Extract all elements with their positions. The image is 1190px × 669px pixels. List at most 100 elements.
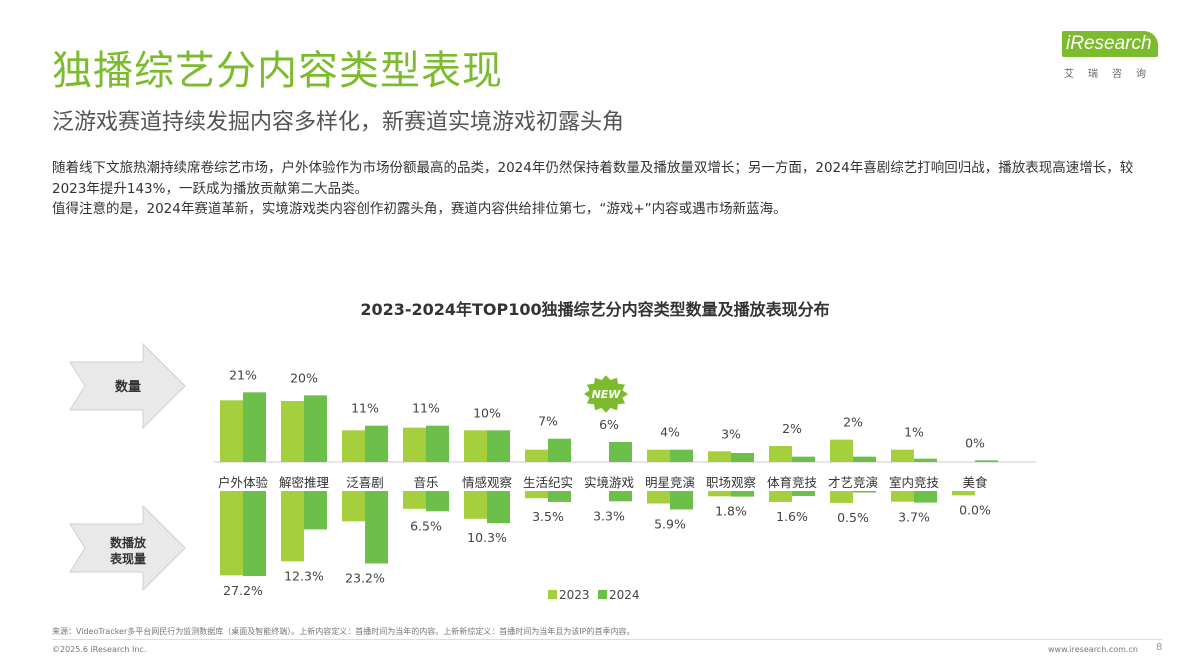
bar-play-2024-1 xyxy=(304,491,327,530)
bar-count-2023-9 xyxy=(769,446,792,462)
bar-play-2023-9 xyxy=(769,491,792,502)
body-text: 随着线下文旅热潮持续席卷综艺市场，户外体验作为市场份额最高的品类，2024年仍然… xyxy=(52,158,1152,220)
row-label-play-line2: 表现量 xyxy=(109,551,146,566)
page-number: 8 xyxy=(1156,642,1163,653)
bar-play-2023-7 xyxy=(647,491,670,504)
bar-count-2023-4 xyxy=(464,430,487,462)
count-label-5: 7% xyxy=(538,414,558,429)
bar-count-2024-9 xyxy=(792,456,815,462)
bar-count-2024-0 xyxy=(243,392,266,462)
count-label-8: 3% xyxy=(721,426,741,441)
category-label-10: 才艺竞演 xyxy=(828,475,878,490)
bar-play-2023-10 xyxy=(830,491,853,503)
bar-count-2023-8 xyxy=(708,451,731,462)
category-label-5: 生活纪实 xyxy=(523,475,573,490)
play-label-11: 3.7% xyxy=(898,510,930,525)
count-label-4: 10% xyxy=(473,405,501,420)
play-label-5: 3.5% xyxy=(532,509,564,524)
play-label-3: 6.5% xyxy=(410,518,442,533)
iresearch-logo: iResearch 艾瑞咨询 xyxy=(1062,31,1162,80)
count-label-2: 11% xyxy=(351,401,379,416)
legend-swatch-2023 xyxy=(548,590,557,599)
logo-brand: iResearch xyxy=(1066,33,1152,54)
bar-count-2024-11 xyxy=(914,458,937,462)
bar-play-2024-10 xyxy=(853,491,876,493)
bar-play-2023-8 xyxy=(708,491,731,497)
source-footnote: 来源：VideoTracker多平台网民行为监测数据库（桌面及智能终端）。上新内… xyxy=(52,627,635,636)
body-paragraph-1: 随着线下文旅热潮持续席卷综艺市场，户外体验作为市场份额最高的品类，2024年仍然… xyxy=(52,160,1134,197)
count-label-1: 20% xyxy=(290,370,318,385)
bar-count-2024-2 xyxy=(365,425,388,462)
legend-label-2023: 2023 xyxy=(559,588,590,602)
count-label-3: 11% xyxy=(412,401,440,416)
row-label-play-line1: 数播放 xyxy=(110,535,147,550)
footer-divider xyxy=(52,639,1162,640)
bar-play-2024-9 xyxy=(792,491,815,496)
bar-count-2023-1 xyxy=(281,401,304,462)
new-badge-icon xyxy=(584,375,628,413)
play-label-12: 0.0% xyxy=(959,502,991,517)
bar-play-2023-5 xyxy=(525,491,548,499)
bar-play-2023-0 xyxy=(220,491,243,576)
bar-count-2023-10 xyxy=(830,439,853,462)
legend-swatch-2024 xyxy=(598,590,607,599)
play-label-7: 5.9% xyxy=(654,516,686,531)
legend-label-2024: 2024 xyxy=(609,588,640,602)
count-label-11: 1% xyxy=(904,425,924,440)
bar-play-2024-4 xyxy=(487,491,510,524)
play-label-4: 10.3% xyxy=(467,530,507,545)
category-label-1: 解密推理 xyxy=(279,475,330,490)
bar-count-2024-1 xyxy=(304,395,327,462)
bar-play-2023-11 xyxy=(891,491,914,502)
play-label-9: 1.6% xyxy=(776,509,808,524)
site-url: www.iresearch.com.cn xyxy=(1048,645,1138,654)
play-label-8: 1.8% xyxy=(715,504,747,519)
bar-count-2024-3 xyxy=(426,425,449,462)
bar-count-2023-5 xyxy=(525,449,548,462)
bar-play-2024-7 xyxy=(670,491,693,510)
count-label-6: 6% xyxy=(599,417,619,432)
bar-play-2024-6 xyxy=(609,491,632,502)
bar-count-2023-7 xyxy=(647,449,670,462)
play-label-1: 12.3% xyxy=(284,568,324,583)
bar-play-2023-1 xyxy=(281,491,304,562)
count-label-9: 2% xyxy=(782,421,802,436)
category-label-4: 情感观察 xyxy=(462,475,513,490)
category-label-11: 室内竞技 xyxy=(889,475,940,490)
logo-tagline: 艾瑞咨询 xyxy=(1064,69,1160,80)
bar-count-2024-5 xyxy=(548,438,571,462)
bar-play-2024-11 xyxy=(914,491,937,503)
play-label-2: 23.2% xyxy=(345,571,385,586)
count-label-0: 21% xyxy=(229,367,257,382)
play-label-10: 0.5% xyxy=(837,510,869,525)
bar-play-2023-3 xyxy=(403,491,426,509)
bar-play-2024-8 xyxy=(731,491,754,497)
count-label-7: 4% xyxy=(660,425,680,440)
row-arrow-count xyxy=(69,342,186,430)
bar-play-2024-2 xyxy=(365,491,388,564)
copyright: ©2025.6 iResearch Inc. xyxy=(52,645,147,654)
bar-count-2024-8 xyxy=(731,453,754,462)
body-paragraph-2: 值得注意的是，2024年赛道革新，实境游戏类内容创作初露头角，赛道内容供给排位第… xyxy=(52,201,787,217)
page-title: 独播综艺分内容类型表现 xyxy=(52,48,503,94)
bar-count-2024-7 xyxy=(670,449,693,462)
count-label-12: 0% xyxy=(965,435,985,450)
bar-play-2024-0 xyxy=(243,491,266,576)
new-badge-label: NEW xyxy=(592,388,622,401)
bar-count-2024-6 xyxy=(609,442,632,462)
count-label-10: 2% xyxy=(843,415,863,430)
bar-play-2023-12 xyxy=(952,491,975,496)
bar-play-2024-3 xyxy=(426,491,449,512)
bar-play-2023-4 xyxy=(464,491,487,519)
category-label-6: 实境游戏 xyxy=(584,475,634,490)
category-label-8: 职场观察 xyxy=(706,475,757,490)
page-subtitle: 泛游戏赛道持续发掘内容多样化，新赛道实境游戏初露头角 xyxy=(52,110,625,135)
category-label-2: 泛喜剧 xyxy=(346,475,384,490)
play-label-0: 27.2% xyxy=(223,583,263,598)
bar-count-2023-2 xyxy=(342,430,365,462)
category-label-0: 户外体验 xyxy=(218,475,269,490)
logo-badge: iResearch xyxy=(1062,31,1158,57)
row-label-count: 数量 xyxy=(115,379,141,395)
category-label-7: 明星竞演 xyxy=(645,475,695,490)
